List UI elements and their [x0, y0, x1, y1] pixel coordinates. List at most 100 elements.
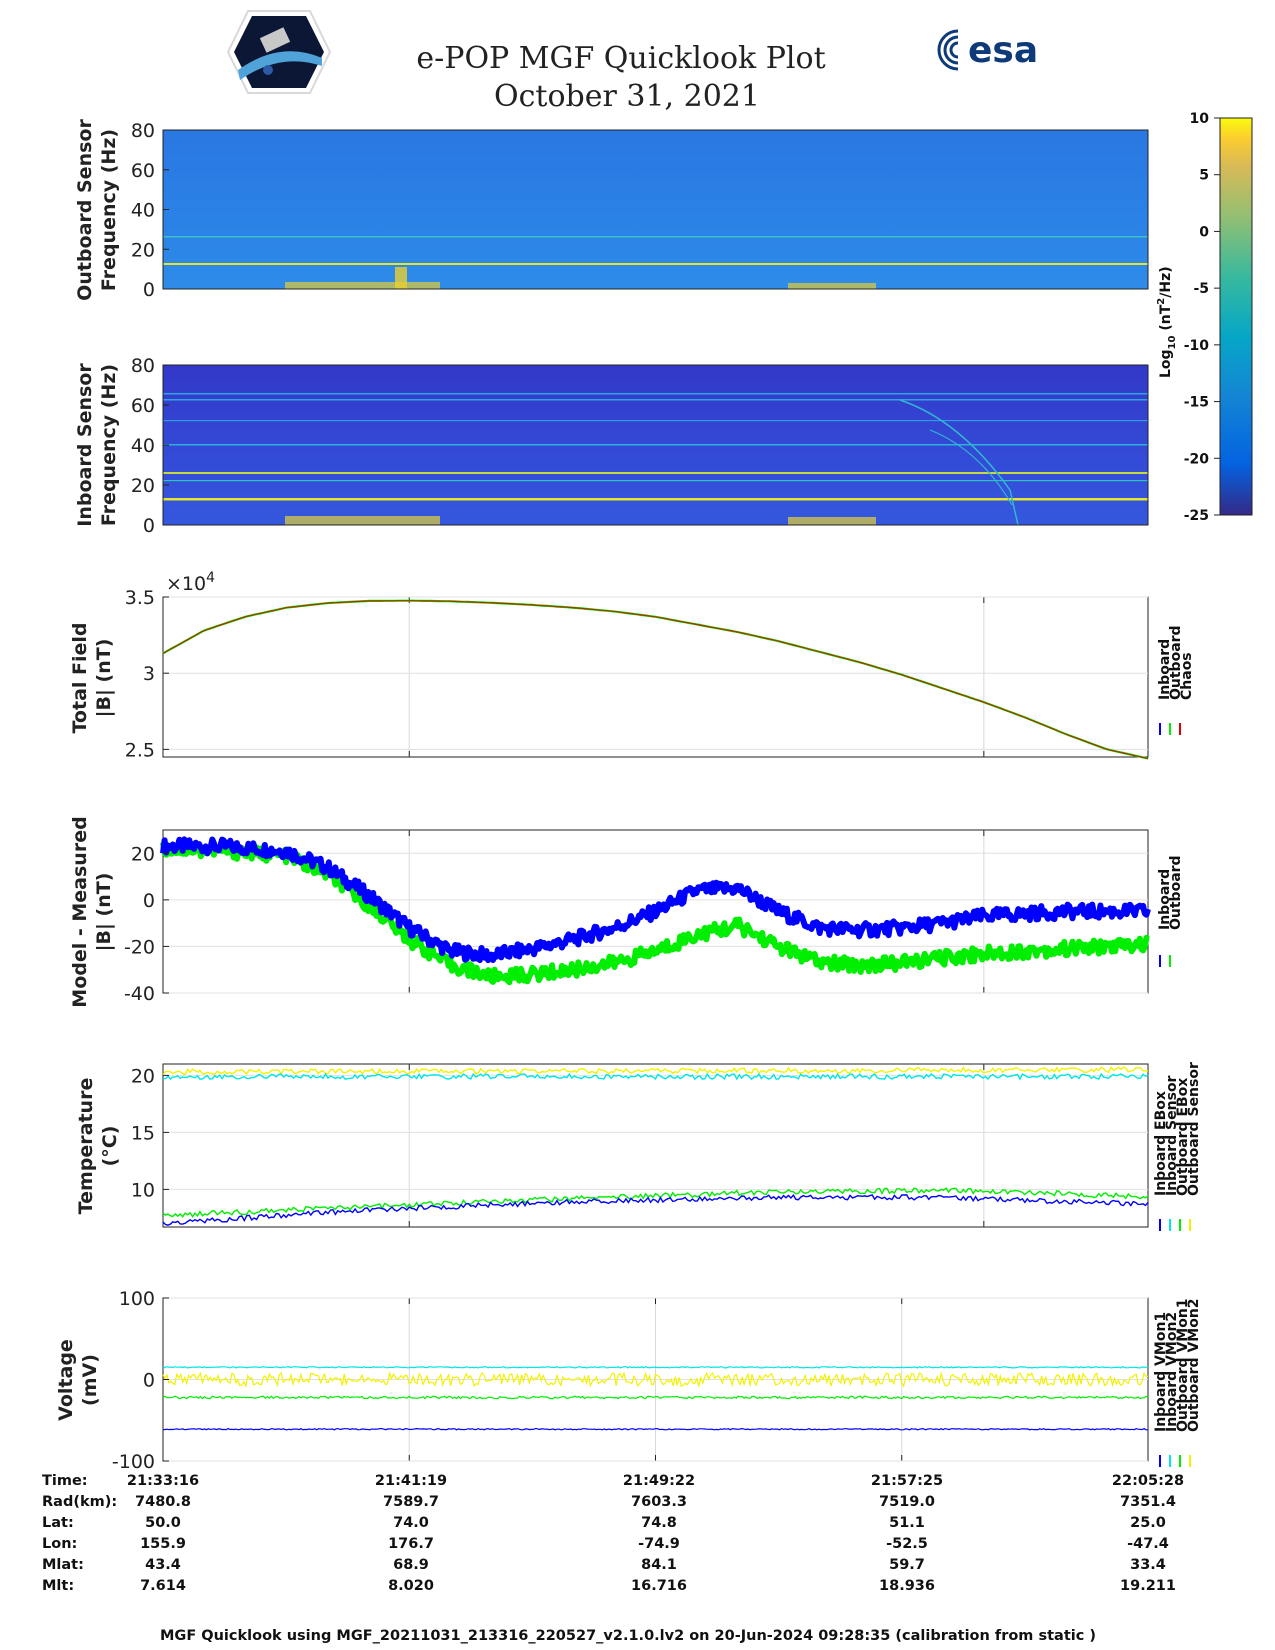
orbit-cell: 16.716 — [631, 1578, 687, 1594]
model-measured-ylabel-1: Model - Measured — [69, 816, 91, 1007]
outboard-spectrogram-panel: 80 60 40 20 0 Outboard Sensor Frequency (Hz) — [74, 119, 1149, 301]
ytick-label: 80 — [131, 120, 155, 142]
legend-label: Inboard VMon1 — [1153, 1312, 1169, 1432]
model-measured-inboard-line — [160, 836, 1151, 964]
colorbar-tick-label: 10 — [1190, 111, 1210, 127]
model-measured-panel: 20 0 -20 -40 Model - Measured |B| (nT) Inbo… — [69, 816, 1184, 1007]
orbit-cell: 74.8 — [641, 1515, 677, 1531]
legend-label: Inboard EBox — [1153, 1091, 1169, 1196]
ytick-label: 80 — [131, 355, 155, 377]
colorbar-tick-label: 0 — [1199, 224, 1209, 240]
ytick-label: 0 — [143, 515, 155, 537]
ytick-label: -20 — [124, 936, 155, 958]
outboard-ylabel-2: Frequency (Hz) — [98, 129, 120, 291]
inboard-spectrogram-panel: 80 60 40 20 0 Inboard Sensor Frequency (Hz) — [74, 355, 1149, 537]
orbit-cell: 21:49:22 — [623, 1473, 695, 1489]
ytick-label: 20 — [131, 843, 155, 865]
epop-logo — [226, 10, 332, 94]
inboard-dispersive-feature — [899, 399, 1019, 526]
legend-label: Inboard Sensor — [1164, 1075, 1180, 1196]
orbit-cell: 74.0 — [393, 1515, 429, 1531]
colorbar-tick-label: -5 — [1193, 281, 1209, 297]
ytick-label: 100 — [119, 1288, 155, 1310]
model-measured-ylabel-2: |B| (nT) — [93, 873, 115, 952]
orbit-cell: 7.614 — [140, 1578, 186, 1594]
legend-label: Outboard — [1168, 625, 1184, 700]
colorbar: 10 5 0 -5 -10 -15 -20 -25 Log10 (nT2/Hz) — [1156, 111, 1253, 524]
inboard-line-40hz — [163, 444, 1148, 446]
footer-caption: MGF Quicklook using MGF_20211031_213316_… — [160, 1628, 1096, 1644]
legend-label: Outboard Sensor — [1186, 1062, 1202, 1196]
total-field-chaos-line — [162, 600, 1149, 760]
ytick-label: 0 — [143, 890, 155, 912]
orbit-cell: 7589.7 — [383, 1494, 439, 1510]
orbit-cell: 43.4 — [145, 1557, 181, 1573]
ytick-label: -100 — [112, 1451, 155, 1473]
ytick-label: 3 — [143, 663, 155, 685]
orbit-cell: 84.1 — [641, 1557, 677, 1573]
colorbar-tick-label: -15 — [1184, 395, 1209, 411]
orbit-row-label: Rad(km): — [42, 1494, 117, 1510]
orbit-cell: 7519.0 — [879, 1494, 935, 1510]
outboard-spectrogram-image — [163, 130, 1148, 289]
total-field-ylabel-1: Total Field — [69, 622, 91, 733]
orbit-cell: 176.7 — [388, 1536, 434, 1552]
colorbar-tick-label: -25 — [1184, 508, 1209, 524]
colorbar-gradient — [1219, 117, 1253, 516]
temperature-panel: 20 15 10 Temperature (°C) Inboard EBoxInbo… — [75, 1062, 1202, 1231]
temperature-ylabel-1: Temperature — [75, 1078, 97, 1215]
ytick-label: 40 — [131, 200, 155, 222]
temperature-line — [163, 1072, 1149, 1081]
orbit-cell: -52.5 — [886, 1536, 928, 1552]
orbit-cell: 7351.4 — [1120, 1494, 1176, 1510]
ytick-label: 2.5 — [125, 739, 155, 761]
total-field-exponent: ×104 — [166, 570, 215, 595]
voltage-panel: 100 0 -100 Voltage (mV) Inboard VMon1Inboa… — [55, 1288, 1202, 1473]
outboard-activity-1 — [285, 282, 440, 289]
inboard-line-63hz — [163, 399, 1148, 401]
ytick-label: 20 — [131, 1065, 155, 1087]
inboard-line-25hz — [163, 472, 1148, 474]
orbit-cell: -74.9 — [638, 1536, 680, 1552]
temperature-line — [162, 1066, 1149, 1076]
orbit-cell: 25.0 — [1130, 1515, 1166, 1531]
orbit-cell: 68.9 — [393, 1557, 429, 1573]
ytick-label: 20 — [131, 475, 155, 497]
orbit-row-label: Lon: — [42, 1536, 77, 1552]
legend-label: Chaos — [1179, 652, 1195, 700]
ytick-label: 60 — [131, 395, 155, 417]
orbit-cell: 59.7 — [889, 1557, 925, 1573]
inboard-line-21hz — [163, 480, 1148, 482]
ytick-label: 0 — [143, 279, 155, 301]
orbit-cell: 19.211 — [1120, 1578, 1176, 1594]
ytick-label: 0 — [143, 1370, 155, 1392]
ytick-label: 20 — [131, 239, 155, 261]
orbit-cell: 155.9 — [140, 1536, 186, 1552]
orbit-cell: 18.936 — [879, 1578, 935, 1594]
inboard-activity-1 — [285, 516, 440, 525]
outboard-activity-1-peak — [395, 267, 407, 289]
total-field-panel: 3.5 3 2.5 ×104 Total Field |B| (nT) Inboar… — [69, 570, 1195, 761]
orbit-cell: 21:41:19 — [375, 1473, 447, 1489]
voltage-ylabel-1: Voltage — [55, 1339, 77, 1421]
temperature-line — [162, 1187, 1149, 1218]
inboard-activity-2 — [788, 517, 876, 525]
outboard-activity-2 — [788, 283, 876, 289]
esa-logo-text: esa — [968, 30, 1038, 71]
ytick-label: -40 — [124, 983, 155, 1005]
temperature-ylabel-2: (°C) — [99, 1126, 121, 1167]
orbit-cell: 21:33:16 — [127, 1473, 199, 1489]
orbit-cell: 50.0 — [145, 1515, 181, 1531]
temperature-line — [162, 1194, 1149, 1226]
inboard-line-52hz — [163, 420, 1148, 422]
outboard-ylabel-1: Outboard Sensor — [74, 119, 96, 301]
inboard-line-13hz — [163, 498, 1148, 501]
voltage-line — [162, 1395, 1149, 1400]
orbit-cell: 21:57:25 — [871, 1473, 943, 1489]
legend-label: Outboard — [1168, 855, 1184, 930]
total-field-ylabel-2: |B| (nT) — [93, 639, 115, 718]
voltage-line — [162, 1427, 1148, 1431]
esa-logo: esa — [937, 28, 1038, 72]
orbit-cell: 7480.8 — [135, 1494, 191, 1510]
outboard-line-25hz-b — [163, 236, 1148, 238]
